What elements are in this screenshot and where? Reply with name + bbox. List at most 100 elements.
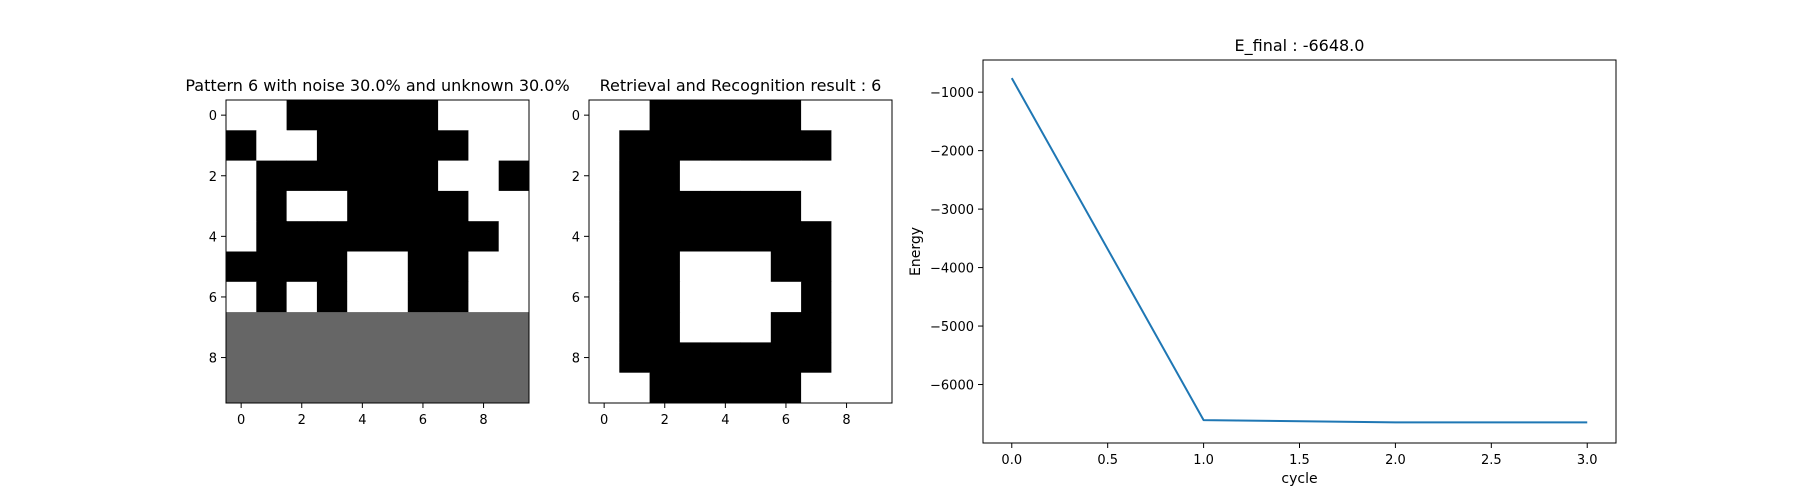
pixel-cell xyxy=(589,100,620,131)
pixel-cell xyxy=(226,221,257,252)
pixel-cell xyxy=(679,190,711,222)
pixel-cell xyxy=(679,221,711,252)
pixel-cell xyxy=(740,372,772,404)
pixel-cell xyxy=(468,160,500,192)
pixel-cell xyxy=(801,312,832,343)
y-tick-label: 4 xyxy=(209,230,217,245)
noisy-pattern-panel: Pattern 6 with noise 30.0% and unknown 3… xyxy=(185,76,569,428)
x-tick-label: 4 xyxy=(721,413,729,428)
pixel-cell xyxy=(407,221,439,252)
pixel-cell xyxy=(679,100,711,131)
pixel-cell xyxy=(679,281,711,313)
y-tick-label: 0 xyxy=(209,109,217,124)
pixel-cell xyxy=(498,281,530,313)
pixel-cell xyxy=(589,190,620,222)
pixel-cell xyxy=(407,100,439,131)
pixel-cell xyxy=(740,221,772,252)
pixel-cell xyxy=(377,251,409,283)
pixel-cell xyxy=(649,100,681,131)
pixel-cell xyxy=(770,190,802,222)
pixel-cell xyxy=(679,372,711,404)
pixel-cell xyxy=(468,221,500,252)
pixel-cell xyxy=(861,221,893,252)
pixel-cell xyxy=(801,251,832,283)
pixel-cell xyxy=(468,312,500,343)
pixel-cell xyxy=(226,312,257,343)
pixel-cell xyxy=(861,130,893,161)
pixel-cell xyxy=(256,281,287,313)
pixel-cell xyxy=(256,190,287,222)
x-tick-label: 2 xyxy=(661,413,669,428)
chart-title: E_final : -6648.0 xyxy=(1235,36,1365,56)
x-tick-label: 3.0 xyxy=(1577,453,1598,468)
pixel-cell xyxy=(770,100,802,131)
pixel-cell xyxy=(468,281,500,313)
pixel-cell xyxy=(831,251,863,283)
pixel-cell xyxy=(438,312,469,343)
pixel-cell xyxy=(831,372,863,404)
pixel-cell xyxy=(649,342,681,374)
pixel-cell xyxy=(377,100,409,131)
pixel-cell xyxy=(286,100,318,131)
pixel-cell xyxy=(468,100,500,131)
pixel-cell xyxy=(770,312,802,343)
pixel-cell xyxy=(740,190,772,222)
pixel-cell xyxy=(256,251,287,283)
y-axis-label: Energy xyxy=(908,227,924,276)
y-tick-label: −2000 xyxy=(930,145,974,160)
x-tick-label: 0 xyxy=(237,413,245,428)
pixel-cell xyxy=(407,372,439,404)
pixel-cell xyxy=(649,130,681,161)
pixel-cell xyxy=(377,130,409,161)
pixel-cell xyxy=(619,130,650,161)
pixel-cell xyxy=(226,342,257,374)
pixel-cell xyxy=(710,100,741,131)
energy-series-line xyxy=(1010,77,1588,424)
x-tick-label: 2.5 xyxy=(1481,453,1502,468)
pixel-cell xyxy=(649,372,681,404)
pixel-cell xyxy=(347,372,378,404)
pixel-cell xyxy=(679,251,711,283)
pixel-cell xyxy=(316,190,348,222)
pixel-cell xyxy=(407,281,439,313)
pixel-cell xyxy=(407,342,439,374)
pixel-cell xyxy=(649,160,681,192)
pixel-cell xyxy=(589,130,620,161)
x-tick-label: 4 xyxy=(358,413,366,428)
axes-frame xyxy=(982,59,1617,444)
pixel-cell xyxy=(438,130,469,161)
pixel-cell xyxy=(619,221,650,252)
pixel-cell xyxy=(377,221,409,252)
pixel-cell xyxy=(861,160,893,192)
pixel-cell xyxy=(316,160,348,192)
x-tick-label: 1.0 xyxy=(1193,453,1214,468)
pixel-cell xyxy=(407,312,439,343)
y-tick-label: −1000 xyxy=(930,86,974,101)
pixel-cell xyxy=(801,221,832,252)
pixel-cell xyxy=(861,281,893,313)
pixel-cell xyxy=(256,100,287,131)
x-tick-label: 2.0 xyxy=(1385,453,1406,468)
pixel-cell xyxy=(831,221,863,252)
pixel-cell xyxy=(619,312,650,343)
pixel-cell xyxy=(498,342,530,374)
pixel-cell xyxy=(226,130,257,161)
pixel-cell xyxy=(710,130,741,161)
pixel-cell xyxy=(498,100,530,131)
pixel-cell xyxy=(801,100,832,131)
pixel-cell xyxy=(256,130,287,161)
pixel-cell xyxy=(226,372,257,404)
pixel-cell xyxy=(710,281,741,313)
pixel-cell xyxy=(347,160,378,192)
pixel-cell xyxy=(619,251,650,283)
pixel-cell xyxy=(286,281,318,313)
pixel-cell xyxy=(438,342,469,374)
pixel-cell xyxy=(407,190,439,222)
pixel-cell xyxy=(831,312,863,343)
pixel-cell xyxy=(861,312,893,343)
pixel-cell xyxy=(649,312,681,343)
y-tick-label: 4 xyxy=(572,230,580,245)
pixel-cell xyxy=(710,312,741,343)
pixel-cell xyxy=(861,190,893,222)
x-tick-label: 2 xyxy=(298,413,306,428)
